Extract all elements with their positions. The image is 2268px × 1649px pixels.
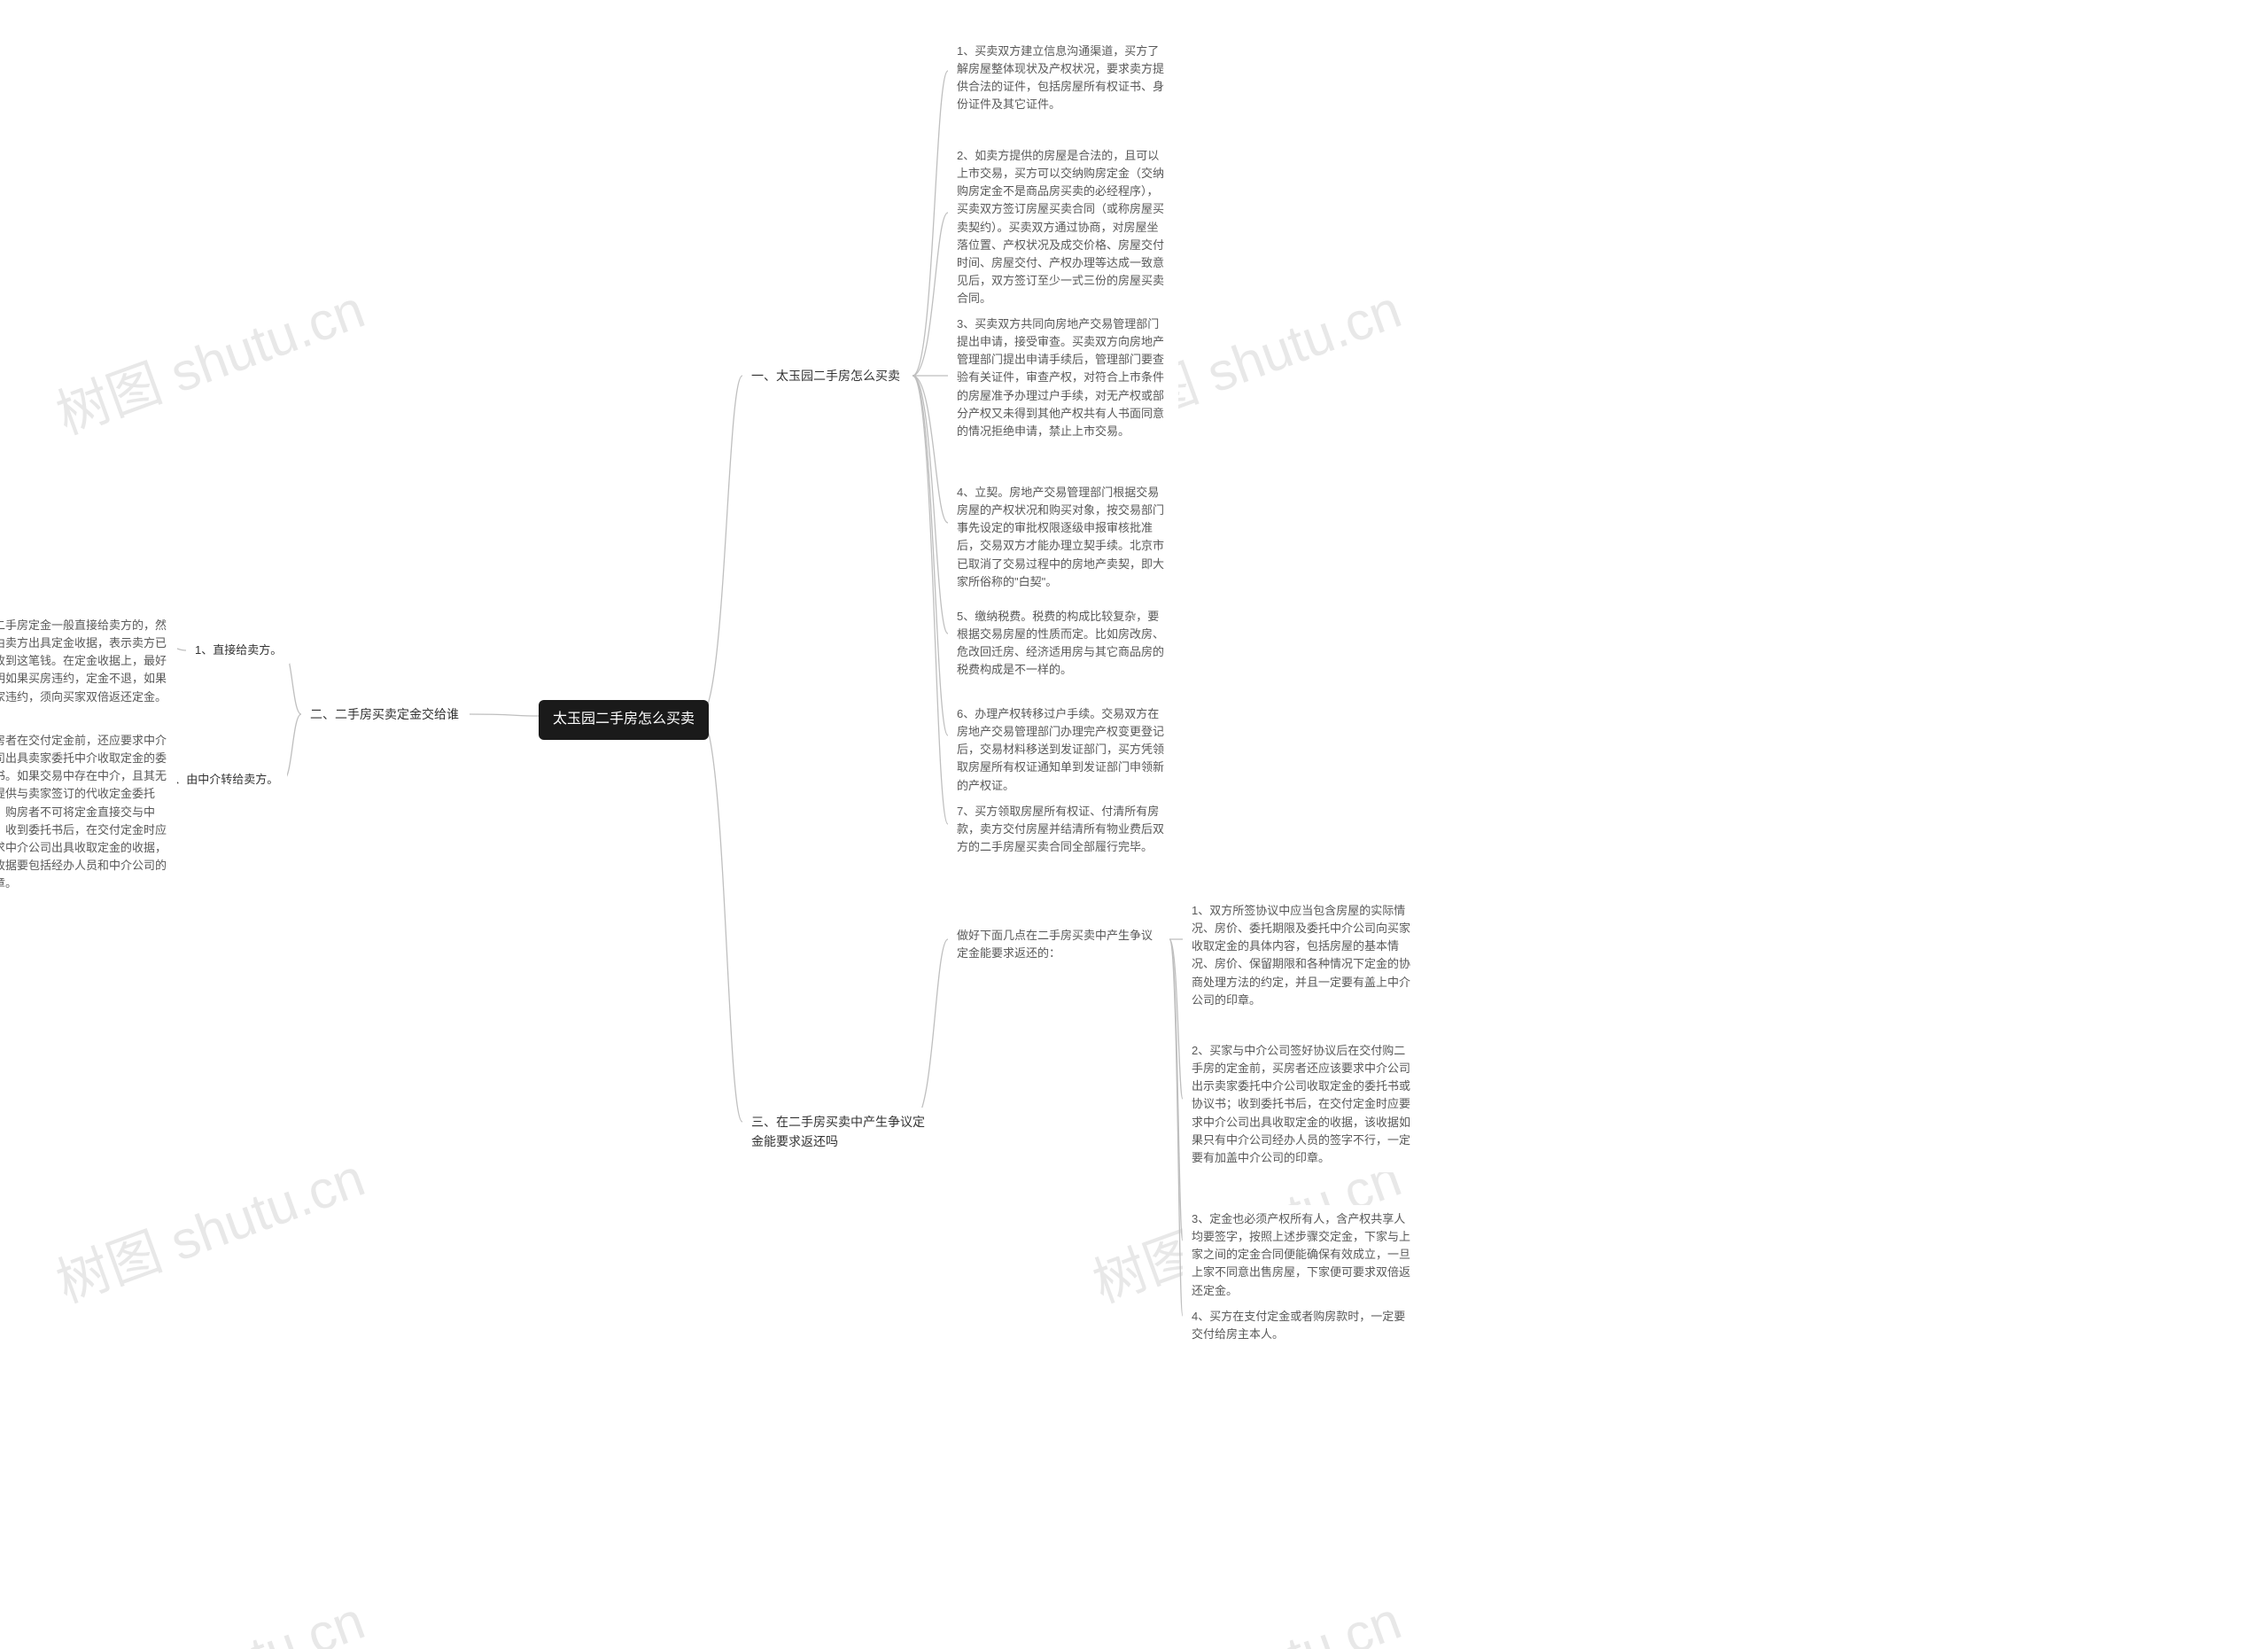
- leaf-node[interactable]: 4、买方在支付定金或者购房款时，一定要交付给房主本人。: [1183, 1303, 1422, 1349]
- root-node[interactable]: 太玉园二手房怎么买卖: [539, 700, 709, 740]
- leaf-node[interactable]: 7、买方领取房屋所有权证、付清所有房款，卖方交付房屋并结清所有物业费后双方的二手…: [948, 797, 1178, 861]
- leaf-node[interactable]: 3、定金也必须产权所有人，含产权共享人均要签字，按照上述步骤交定金，下家与上家之…: [1183, 1205, 1422, 1305]
- leaf-node[interactable]: 2、买家与中介公司签好协议后在交付购二手房的定金前，买房者还应该要求中介公司出示…: [1183, 1037, 1422, 1172]
- leaf-node[interactable]: 购房者在交付定金前，还应要求中介公司出具卖家委托中介收取定金的委托书。如果交易中…: [0, 727, 177, 898]
- watermark: 树图 shutu.cn: [44, 267, 373, 449]
- branch-node[interactable]: 二、二手房买卖定金交给谁: [301, 700, 468, 730]
- leaf-node[interactable]: 4、立契。房地产交易管理部门根据交易房屋的产权状况和购买对象，按交易部门事先设定…: [948, 478, 1178, 596]
- leaf-node[interactable]: 1、双方所签协议中应当包含房屋的实际情况、房价、委托期限及委托中介公司向买家收取…: [1183, 897, 1422, 1015]
- watermark: 树图 shutu.cn: [1081, 1578, 1410, 1649]
- watermark: 树图 shutu.cn: [44, 1578, 373, 1649]
- mindmap-canvas: 树图 shutu.cn 树图 shutu.cn 树图 shutu.cn 树图 s…: [0, 0, 2268, 1649]
- leaf-node[interactable]: 1、买卖双方建立信息沟通渠道，买方了解房屋整体现状及产权状况，要求卖方提供合法的…: [948, 37, 1178, 120]
- leaf-node[interactable]: 5、缴纳税费。税费的构成比较复杂，要根据交易房屋的性质而定。比如房改房、危改回迁…: [948, 603, 1178, 685]
- leaf-node[interactable]: 2、如卖方提供的房屋是合法的，且可以上市交易，买方可以交纳购房定金（交纳购房定金…: [948, 142, 1178, 313]
- intermediate-node[interactable]: 做好下面几点在二手房买卖中产生争议定金能要求返还的：: [948, 922, 1169, 968]
- watermark: 树图 shutu.cn: [44, 1135, 373, 1318]
- branch-node[interactable]: 三、在二手房买卖中产生争议定金能要求返还吗: [742, 1108, 937, 1156]
- leaf-node[interactable]: 买二手房定金一般直接给卖方的，然后由卖方出具定金收据，表示卖方已经收到这笔钱。在…: [0, 611, 177, 712]
- branch-node[interactable]: 一、太玉园二手房怎么买卖: [742, 362, 909, 392]
- leaf-node[interactable]: 6、办理产权转移过户手续。交易双方在房地产交易管理部门办理完产权变更登记后，交易…: [948, 700, 1178, 800]
- leaf-node[interactable]: 3、买卖双方共同向房地产交易管理部门提出申请，接受审查。买卖双方向房地产管理部门…: [948, 310, 1178, 446]
- sub-branch-node[interactable]: 1、直接给卖方。: [186, 636, 291, 665]
- sub-branch-node[interactable]: 2、由中介转给卖方。: [159, 766, 287, 794]
